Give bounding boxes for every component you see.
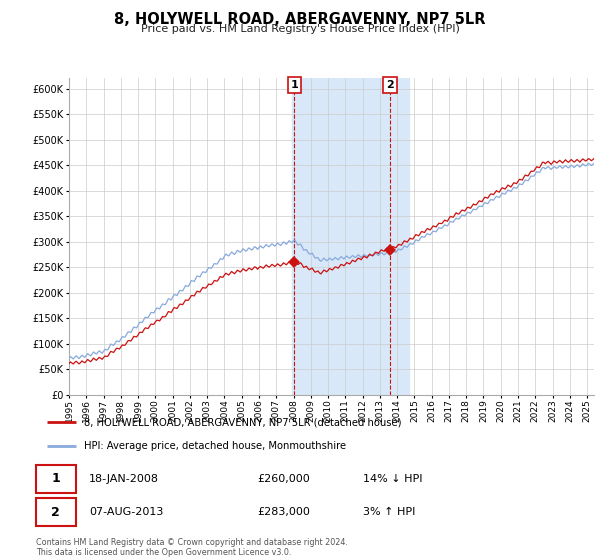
Text: 8, HOLYWELL ROAD, ABERGAVENNY, NP7 5LR: 8, HOLYWELL ROAD, ABERGAVENNY, NP7 5LR (114, 12, 486, 27)
Text: 07-AUG-2013: 07-AUG-2013 (89, 507, 163, 517)
Text: £283,000: £283,000 (258, 507, 311, 517)
Text: 3% ↑ HPI: 3% ↑ HPI (364, 507, 416, 517)
FancyBboxPatch shape (36, 465, 76, 493)
FancyBboxPatch shape (36, 498, 76, 526)
Text: £260,000: £260,000 (258, 474, 311, 484)
Text: HPI: Average price, detached house, Monmouthshire: HPI: Average price, detached house, Monm… (83, 441, 346, 451)
Text: 1: 1 (290, 80, 298, 90)
Text: 1: 1 (52, 472, 60, 486)
Text: 8, HOLYWELL ROAD, ABERGAVENNY, NP7 5LR (detached house): 8, HOLYWELL ROAD, ABERGAVENNY, NP7 5LR (… (83, 417, 401, 427)
Text: 14% ↓ HPI: 14% ↓ HPI (364, 474, 423, 484)
Bar (292, 78, 409, 395)
Text: Price paid vs. HM Land Registry's House Price Index (HPI): Price paid vs. HM Land Registry's House … (140, 24, 460, 34)
Text: 2: 2 (386, 80, 394, 90)
Text: 18-JAN-2008: 18-JAN-2008 (89, 474, 159, 484)
Text: Contains HM Land Registry data © Crown copyright and database right 2024.
This d: Contains HM Land Registry data © Crown c… (36, 538, 348, 557)
Text: 2: 2 (52, 506, 60, 519)
